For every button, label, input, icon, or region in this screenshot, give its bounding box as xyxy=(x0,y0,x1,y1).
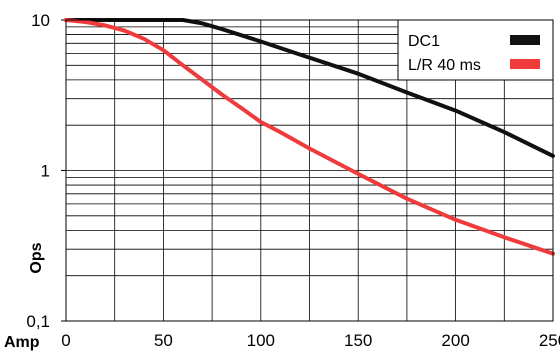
legend-label-1: DC1 xyxy=(408,33,440,50)
x-tick-label: 150 xyxy=(344,331,372,350)
x-tick-label: 250 xyxy=(539,331,560,350)
y-tick-label: 0,1 xyxy=(26,312,50,331)
x-axis-title: Amp xyxy=(4,334,40,351)
x-tick-label: 0 xyxy=(61,331,70,350)
y-axis-title: Ops xyxy=(28,242,45,273)
x-tick-label: 200 xyxy=(441,331,469,350)
legend-label-2: L/R 40 ms xyxy=(408,57,481,74)
y-tick-label: 1 xyxy=(41,162,50,181)
x-tick-label: 50 xyxy=(154,331,173,350)
x-tick-label: 100 xyxy=(247,331,275,350)
y-tick-label: 10 xyxy=(31,11,50,30)
legend-box xyxy=(397,19,554,81)
tick-labels: 0 50 100 150 200 250 10 1 0,1 xyxy=(26,11,560,350)
plot-frame xyxy=(65,19,554,322)
series-line-2 xyxy=(64,18,555,256)
legend-swatch-1 xyxy=(510,35,540,45)
legend-swatch-2 xyxy=(510,59,540,69)
legend: DC1 L/R 40 ms xyxy=(397,19,554,81)
